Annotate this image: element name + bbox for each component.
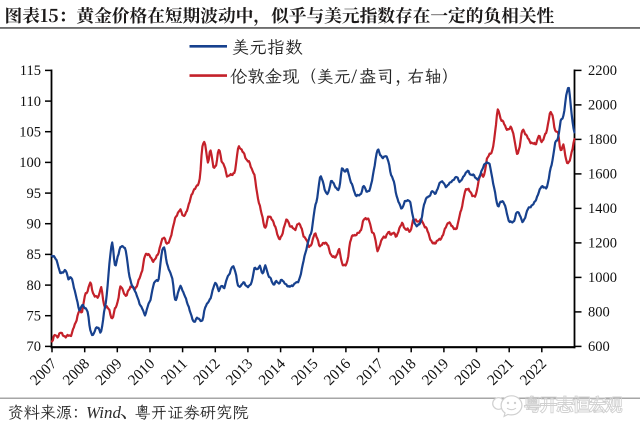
svg-text:1400: 1400 (588, 201, 617, 217)
svg-text:800: 800 (588, 305, 610, 321)
svg-text:100: 100 (19, 155, 41, 171)
svg-text:Wind: Wind (86, 403, 121, 422)
svg-text:75: 75 (27, 309, 42, 325)
svg-text:1000: 1000 (588, 270, 617, 286)
svg-text:1800: 1800 (588, 132, 617, 148)
svg-text:70: 70 (27, 339, 42, 355)
svg-text:1600: 1600 (588, 167, 617, 183)
svg-text:2200: 2200 (588, 63, 617, 79)
svg-text:600: 600 (588, 339, 610, 355)
svg-text:115: 115 (20, 63, 41, 79)
svg-text:80: 80 (27, 278, 42, 294)
svg-text:1200: 1200 (588, 236, 617, 252)
svg-text:105: 105 (19, 125, 41, 141)
svg-text:110: 110 (20, 94, 41, 110)
svg-text:90: 90 (27, 217, 42, 233)
svg-text:2000: 2000 (588, 98, 617, 114)
svg-text:85: 85 (27, 247, 42, 263)
svg-text:95: 95 (27, 186, 42, 202)
